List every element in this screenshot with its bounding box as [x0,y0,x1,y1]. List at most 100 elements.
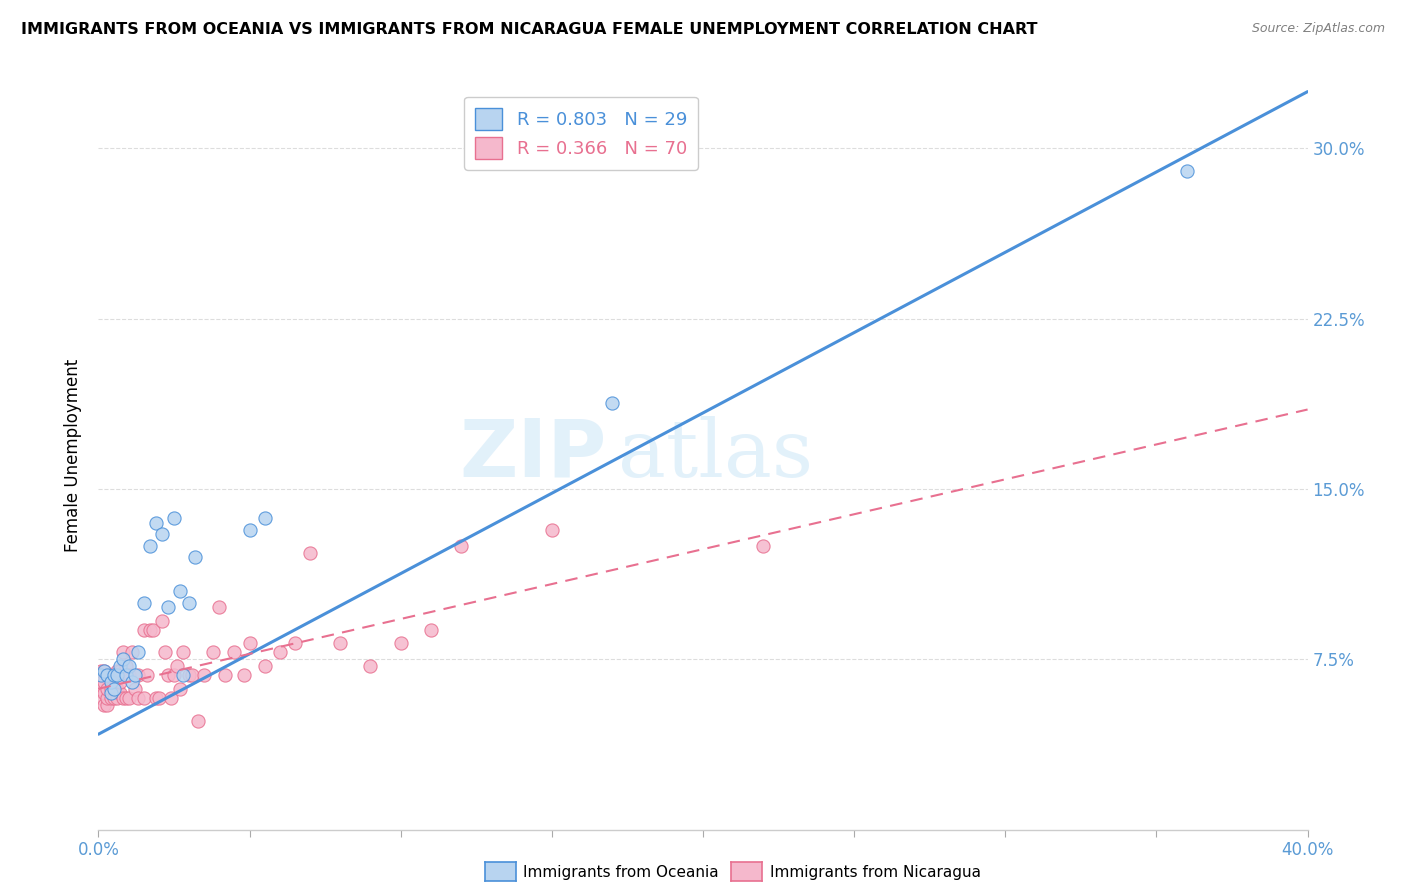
Point [108,686,131,700]
Point [90,664,112,678]
Text: IMMIGRANTS FROM OCEANIA VS IMMIGRANTS FROM NICARAGUA FEMALE UNEMPLOYMENT CORRELA: IMMIGRANTS FROM OCEANIA VS IMMIGRANTS FR… [21,22,1038,37]
Point [93,664,115,678]
Point [111,690,134,705]
Point [602,395,624,409]
Point [193,668,215,682]
Point [239,636,262,650]
Point [90,675,112,690]
Point [114,668,136,682]
Text: Source: ZipAtlas.com: Source: ZipAtlas.com [1251,22,1385,36]
Point [90,690,112,705]
Point [172,668,194,682]
Point [100,668,122,682]
Point [90,668,112,682]
Point [100,686,122,700]
Point [127,690,149,705]
Point [135,668,157,682]
Point [105,668,128,682]
Point [127,668,149,682]
Point [114,659,136,673]
Point [148,690,170,705]
Point [360,659,382,673]
Point [105,690,128,705]
Point [96,668,118,682]
Point [214,668,236,682]
Point [103,668,125,682]
Point [105,681,128,696]
Point [153,645,176,659]
Point [103,690,125,705]
Point [111,652,134,666]
Point [150,614,173,628]
Point [93,698,115,712]
Point [132,623,155,637]
Point [118,690,141,705]
Point [93,686,115,700]
Point [114,690,136,705]
Point [108,659,131,673]
Point [124,681,146,696]
Point [232,668,254,682]
Point [181,668,204,682]
Point [172,645,194,659]
Point [96,690,118,705]
Point [299,545,322,559]
Legend: R = 0.803   N = 29, R = 0.366   N = 70: R = 0.803 N = 29, R = 0.366 N = 70 [464,97,697,169]
Point [132,595,155,609]
Point [103,681,125,696]
Point [224,645,246,659]
Point [420,623,443,637]
Point [253,511,276,525]
Point [284,636,307,650]
Point [96,698,118,712]
Point [145,516,167,530]
Point [145,690,167,705]
Point [166,659,188,673]
Point [108,664,131,678]
Point [179,668,201,682]
Point [150,527,173,541]
Point [100,675,122,690]
Text: atlas: atlas [619,416,814,494]
Point [121,645,143,659]
Point [253,659,276,673]
Point [169,584,191,599]
Point [93,675,115,690]
Point [269,645,291,659]
Point [540,523,562,537]
Point [329,636,352,650]
Point [111,645,134,659]
Text: Immigrants from Oceania: Immigrants from Oceania [523,865,718,880]
Point [139,623,162,637]
Point [142,623,165,637]
Y-axis label: Female Unemployment: Female Unemployment [65,359,83,551]
Point [124,668,146,682]
Point [752,539,775,553]
Point [156,668,179,682]
Point [108,675,131,690]
Point [160,690,183,705]
Point [450,539,472,553]
Point [96,668,118,682]
Point [100,681,122,696]
Point [103,681,125,696]
Point [156,600,179,615]
Point [208,600,231,615]
Point [96,681,118,696]
Point [127,645,149,659]
Point [239,523,262,537]
Point [93,664,115,678]
Point [139,539,162,553]
Point [132,690,155,705]
Text: Immigrants from Nicaragua: Immigrants from Nicaragua [770,865,981,880]
Point [169,681,191,696]
Point [184,550,207,565]
Point [202,645,225,659]
Point [90,681,112,696]
Point [103,668,125,682]
Text: ZIP: ZIP [458,416,606,494]
Point [163,511,186,525]
Point [179,595,201,609]
Point [100,690,122,705]
Point [118,659,141,673]
